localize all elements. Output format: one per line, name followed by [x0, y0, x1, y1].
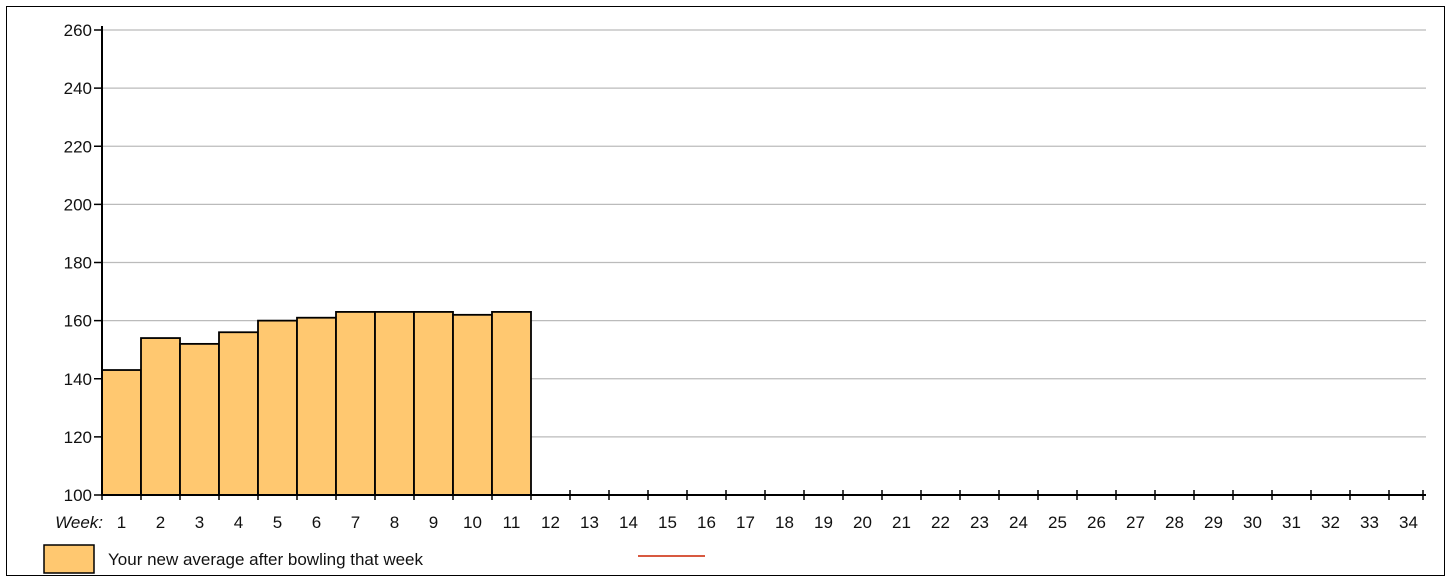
x-tick-label-23: 23	[970, 513, 989, 532]
y-tick-label-180: 180	[64, 254, 92, 273]
x-tick-label-7: 7	[351, 513, 360, 532]
bar-week-1	[101, 369, 142, 496]
x-tick-label-24: 24	[1009, 513, 1028, 532]
x-tick-label-2: 2	[156, 513, 165, 532]
bar-week-8	[374, 311, 415, 496]
axes	[94, 26, 1426, 500]
bar-week-5	[257, 319, 298, 496]
x-tick-label-31: 31	[1282, 513, 1301, 532]
x-tick-label-6: 6	[312, 513, 321, 532]
x-tick-label-3: 3	[195, 513, 204, 532]
y-tick-label-100: 100	[64, 486, 92, 505]
x-tick-label-15: 15	[658, 513, 677, 532]
x-tick-label-33: 33	[1360, 513, 1379, 532]
x-tick-label-34: 34	[1399, 513, 1418, 532]
x-tick-label-10: 10	[463, 513, 482, 532]
x-tick-label-22: 22	[931, 513, 950, 532]
bar-week-2	[140, 337, 181, 496]
x-tick-label-32: 32	[1321, 513, 1340, 532]
legend-swatch	[43, 544, 95, 574]
x-tick-label-20: 20	[853, 513, 872, 532]
y-tick-label-200: 200	[64, 195, 92, 214]
bar-week-3	[179, 342, 220, 496]
x-tick-label-16: 16	[697, 513, 716, 532]
x-tick-label-1: 1	[117, 513, 126, 532]
legend-label: Your new average after bowling that week	[108, 550, 424, 569]
x-tick-label-28: 28	[1165, 513, 1184, 532]
x-tick-label-4: 4	[234, 513, 243, 532]
x-tick-label-11: 11	[503, 513, 521, 532]
x-tick-label-27: 27	[1126, 513, 1145, 532]
bar-week-4	[218, 331, 259, 496]
bar-week-7	[335, 311, 376, 496]
bar-week-9	[413, 311, 454, 496]
bar-week-11	[491, 311, 532, 496]
y-tick-label-140: 140	[64, 370, 92, 389]
y-tick-label-240: 240	[64, 79, 92, 98]
x-tick-label-19: 19	[814, 513, 833, 532]
x-tick-label-29: 29	[1204, 513, 1223, 532]
x-tick-label-18: 18	[775, 513, 794, 532]
x-tick-label-13: 13	[580, 513, 599, 532]
y-tick-label-120: 120	[64, 428, 92, 447]
x-tick-label-26: 26	[1087, 513, 1106, 532]
x-tick-label-30: 30	[1243, 513, 1262, 532]
bar-week-10	[452, 313, 493, 496]
y-tick-label-260: 260	[64, 21, 92, 40]
x-tick-label-14: 14	[619, 513, 638, 532]
bar-week-6	[296, 316, 337, 496]
x-tick-label-9: 9	[429, 513, 438, 532]
bars	[101, 311, 532, 496]
x-tick-label-17: 17	[736, 513, 755, 532]
x-tick-label-5: 5	[273, 513, 282, 532]
x-tick-label-25: 25	[1048, 513, 1067, 532]
x-tick-label-21: 21	[892, 513, 911, 532]
x-tick-label-12: 12	[541, 513, 560, 532]
legend: Your new average after bowling that week	[43, 544, 705, 574]
x-axis-label: Week:	[55, 513, 103, 532]
y-tick-label-220: 220	[64, 137, 92, 156]
y-tick-label-160: 160	[64, 312, 92, 331]
x-tick-label-8: 8	[390, 513, 399, 532]
